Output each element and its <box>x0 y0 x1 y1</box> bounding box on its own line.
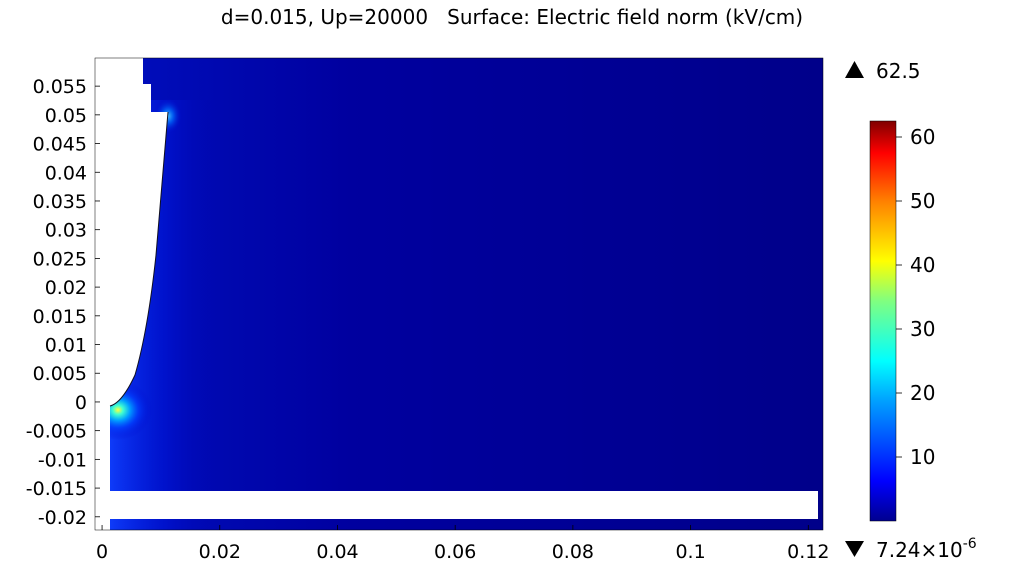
colorbar-tick-label: 40 <box>910 253 935 277</box>
x-tick-label: 0.06 <box>434 541 476 563</box>
y-tick-label: -0.01 <box>38 449 87 471</box>
x-tick-label: 0.04 <box>316 541 358 563</box>
y-axis: 0.055 0.05 0.045 0.04 0.035 0.03 0.025 0.02 0.01… <box>26 76 100 529</box>
electrode-outline <box>109 111 169 407</box>
y-tick-label: 0.015 <box>33 306 87 328</box>
x-tick-label: 0.02 <box>199 541 241 563</box>
y-tick-label: -0.005 <box>26 421 87 443</box>
y-tick-label: 0.04 <box>45 162 87 184</box>
y-tick-label: 0.03 <box>45 220 87 242</box>
y-tick-label: 0.01 <box>45 335 87 357</box>
y-tick-label: 0.02 <box>45 277 87 299</box>
y-tick-label: -0.015 <box>26 478 87 500</box>
plot-title: d=0.015, Up=20000 Surface: Electric fiel… <box>220 5 804 29</box>
colorbar-tick-label: 60 <box>910 125 935 149</box>
plot-frame <box>94 57 824 531</box>
x-tick-label: 0.12 <box>787 541 829 563</box>
y-tick-label: 0.055 <box>33 76 87 98</box>
y-tick-label: -0.02 <box>38 507 87 529</box>
colorbar-tick-label: 20 <box>910 381 935 405</box>
colorbar-ticks: 10 20 30 40 50 60 <box>896 125 935 469</box>
colorbar-min-label: 7.24×10-6 <box>876 536 977 562</box>
y-tick-label: 0.035 <box>33 191 87 213</box>
colorbar-tick-label: 50 <box>910 189 935 213</box>
x-tick-label: 0.08 <box>552 541 594 563</box>
x-axis: 0 0.02 0.04 0.06 0.08 0.1 0.12 <box>96 525 829 563</box>
y-tick-label: 0.025 <box>33 248 87 270</box>
field-surface <box>95 58 823 530</box>
min-triangle-icon <box>845 541 864 557</box>
colorbar-tick-label: 30 <box>910 317 935 341</box>
lower-gap-cutout <box>110 491 818 519</box>
y-tick-label: 0 <box>75 392 87 414</box>
colorbar-tick-label: 10 <box>910 445 935 469</box>
x-tick-label: 0 <box>96 541 108 563</box>
colorbar-max-label: 62.5 <box>876 59 921 83</box>
y-tick-label: 0.05 <box>45 105 87 127</box>
y-tick-label: 0.005 <box>33 363 87 385</box>
y-tick-label: 0.045 <box>33 134 87 156</box>
colorbar <box>869 120 897 522</box>
x-tick-label: 0.1 <box>675 541 705 563</box>
electrode-cutout <box>95 58 168 530</box>
max-triangle-icon <box>845 61 864 78</box>
